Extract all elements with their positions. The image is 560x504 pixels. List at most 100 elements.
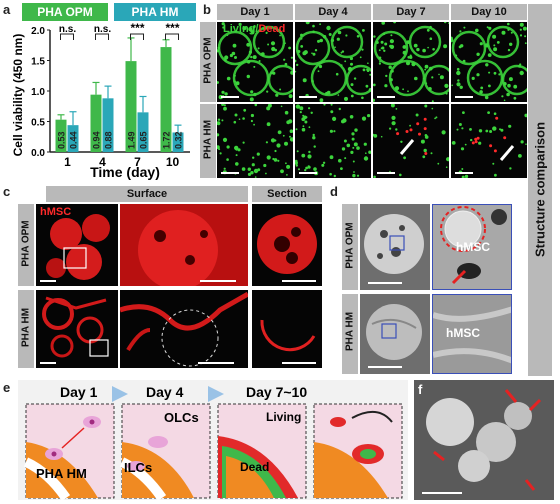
bar <box>172 132 184 152</box>
bar-value-label: 1.49 <box>127 131 137 149</box>
stain-slash: / <box>255 23 259 35</box>
d-hm-zoom <box>432 294 512 374</box>
header-surface: Surface <box>46 186 248 202</box>
label-living: Living <box>266 410 302 424</box>
row-label-bar-d-opm <box>342 204 358 290</box>
c-opm-section <box>252 204 322 286</box>
significance-bracket <box>165 33 179 40</box>
bar-value-label: 0.32 <box>174 131 184 149</box>
significance-bracket <box>95 33 109 40</box>
d-hmsc-label-top: hMSC <box>456 240 490 254</box>
stain-dead: Dead <box>258 23 286 35</box>
bar-value-label: 0.53 <box>57 131 67 149</box>
b-micrograph-drawing <box>373 22 449 102</box>
f-sem-image <box>414 380 554 500</box>
bar <box>137 112 149 152</box>
row-label-bar-c-opm <box>18 204 34 286</box>
d-opm-zoom-drawing <box>433 205 511 289</box>
side-title: Structure comparison <box>532 121 548 258</box>
b-micrograph-drawing <box>295 104 371 178</box>
b-micrograph-drawing <box>451 111 527 178</box>
b-micrograph-drawing <box>295 22 371 102</box>
label-dead: Dead <box>240 460 270 474</box>
bar <box>102 98 114 152</box>
stage-day-4: Day 4 <box>146 384 184 400</box>
legend-pha-opm: PHA OPM <box>22 3 108 21</box>
label-pha-hm: PHA HM <box>36 466 87 481</box>
b-micrograph <box>451 104 527 178</box>
b-micrograph-drawing <box>451 22 527 102</box>
b-micrograph <box>217 104 293 178</box>
d-hmsc-label-bottom: hMSC <box>446 326 480 340</box>
c-opm-overview-drawing <box>40 214 110 282</box>
d-hm-overview-drawing <box>366 304 422 368</box>
d-hm-overview <box>360 294 430 374</box>
c-stain-label: hMSC <box>40 206 72 218</box>
panel-label-a: a <box>3 2 11 17</box>
c-hm-section-drawing <box>260 319 316 364</box>
schematic-stage-2 <box>119 403 211 500</box>
panel-label-c: c <box>3 184 11 199</box>
d-opm-overview <box>360 204 430 290</box>
stain-living: Living <box>223 23 256 35</box>
panel-label-f: f <box>418 382 423 397</box>
b-micrograph <box>295 22 371 102</box>
header-section: Section <box>252 186 322 202</box>
c-hm-overview-drawing <box>40 296 109 364</box>
bar-value-label: 0.88 <box>104 131 114 149</box>
row-label-bar-b-hm <box>200 104 216 178</box>
stage-day-7-10: Day 7~10 <box>246 384 308 400</box>
significance-label: n.s. <box>94 24 111 35</box>
schematic-stage-1 <box>23 403 115 500</box>
y-tick-label: 2.0 <box>31 26 45 37</box>
x-tick-label: 7 <box>134 155 141 169</box>
significance-label: *** <box>130 22 144 35</box>
y-tick-label: 1.0 <box>31 87 45 98</box>
row-label-bar-b-opm <box>200 22 216 102</box>
x-tick-label: 10 <box>166 155 180 169</box>
side-title-bar <box>528 4 552 376</box>
bar-value-label: 0.94 <box>92 131 102 149</box>
bar <box>160 47 172 152</box>
y-tick-label: 0.5 <box>31 118 45 129</box>
chart-x-axis-label: Time (day) <box>90 164 160 180</box>
stage-arrow-2 <box>208 386 224 402</box>
c-opm-section-drawing <box>257 214 317 282</box>
b-micrograph-drawing <box>217 104 293 178</box>
b-micrograph-drawing <box>217 22 293 102</box>
viability-chart: 0.0 0.5 1.0 1.5 2.0 0.53 0.44 n.s. 1 0.94 0.88 n.s.… <box>31 22 190 169</box>
f-sem-drawing <box>422 389 542 494</box>
label-olcs: OLCs <box>164 410 199 425</box>
d-hm-zoom-drawing <box>433 295 511 373</box>
significance-label: *** <box>165 22 179 35</box>
row-label-bar-c-hm <box>18 290 34 368</box>
stain-legend-b: Living/Dead <box>223 23 285 35</box>
panel-label-b: b <box>203 2 211 17</box>
c-opm-surface-zoom <box>120 204 248 286</box>
b-micrograph <box>295 104 371 178</box>
c-opm-surface-zoom-drawing <box>120 204 248 286</box>
d-opm-zoom <box>432 204 512 290</box>
c-opm-overview <box>36 204 118 286</box>
c-hm-overview <box>36 290 118 368</box>
row-label-d-hm: PHA HM <box>344 311 356 352</box>
b-micrograph <box>217 22 293 102</box>
schematic-e-drawing <box>23 403 403 500</box>
bar <box>67 125 79 152</box>
bar-value-label: 1.72 <box>162 131 172 149</box>
d-opm-overview-drawing <box>364 214 424 284</box>
c-hm-surface-zoom-drawing <box>120 291 248 367</box>
panel-label-e: e <box>3 380 11 395</box>
y-tick-label: 0.0 <box>31 148 45 159</box>
b-micrograph-drawing <box>373 104 449 178</box>
y-tick-label: 1.5 <box>31 57 45 68</box>
x-tick-label: 1 <box>64 155 71 169</box>
stage-arrow-1 <box>112 386 128 402</box>
significance-bracket <box>60 33 74 40</box>
b-micrograph <box>451 22 527 102</box>
label-ilcs: ILCs <box>124 460 153 475</box>
legend-pha-hm: PHA HM <box>114 3 196 21</box>
row-label-bar-d-hm <box>342 294 358 374</box>
stage-day-1: Day 1 <box>60 384 98 400</box>
row-label-b-hm: PHA HM <box>202 119 214 160</box>
